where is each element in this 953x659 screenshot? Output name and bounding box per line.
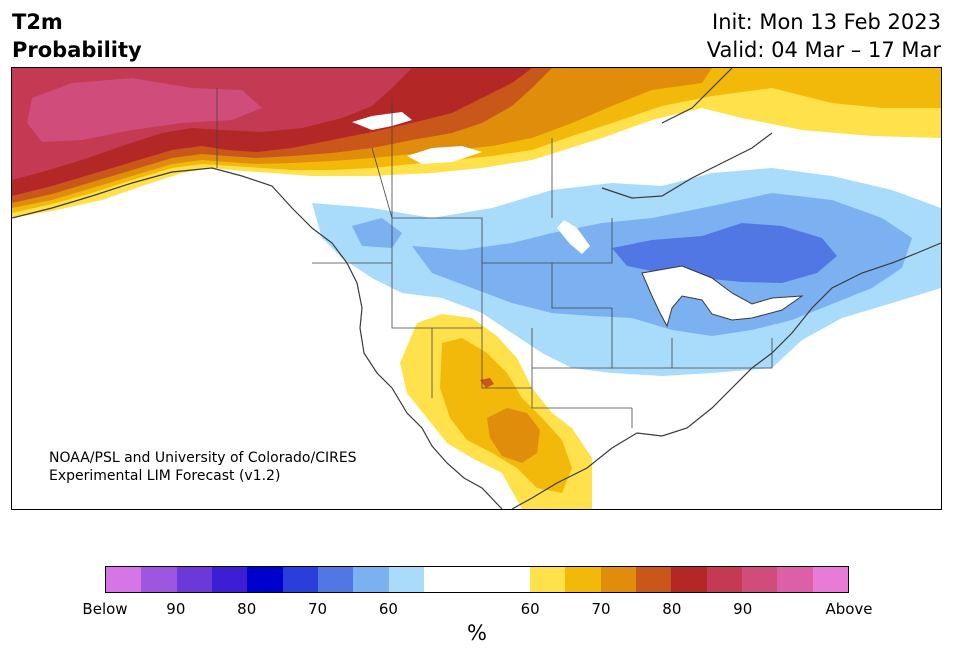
colorbar-below-segment bbox=[353, 567, 389, 592]
great-lakes bbox=[641, 265, 804, 328]
below-65-west bbox=[352, 218, 402, 248]
colorbar-tick-label: 80 bbox=[237, 600, 257, 618]
map-canvas bbox=[12, 68, 941, 509]
forecast-dates: Init: Mon 13 Feb 2023 Valid: 04 Mar – 17… bbox=[707, 8, 941, 64]
credit-text: NOAA/PSL and University of Colorado/CIRE… bbox=[49, 449, 357, 485]
coastlines bbox=[12, 68, 941, 509]
init-date: Init: Mon 13 Feb 2023 bbox=[712, 10, 941, 34]
variable-label: T2m bbox=[12, 10, 63, 34]
credit-line-2: Experimental LIM Forecast (v1.2) bbox=[49, 468, 281, 484]
colorbar-above-segment bbox=[529, 567, 566, 592]
colorbar-unit: % bbox=[467, 621, 487, 645]
above-75-spot bbox=[480, 378, 494, 388]
colorbar-below-segment bbox=[141, 567, 177, 592]
above-90-north bbox=[27, 78, 262, 142]
colorbar-tick-label: 60 bbox=[378, 600, 398, 618]
colorbar-tick-label: 70 bbox=[591, 600, 611, 618]
colorbar-below-segment bbox=[176, 567, 212, 592]
colorbar-above-segment bbox=[812, 567, 848, 592]
colorbar-above-segment bbox=[671, 567, 707, 592]
colorbar-tick-label: 60 bbox=[520, 600, 540, 618]
colorbar-above-segment bbox=[741, 567, 778, 592]
chart-title: T2m Probability bbox=[12, 8, 142, 64]
lake-winnipeg bbox=[557, 220, 590, 254]
colorbar-above-segment bbox=[600, 567, 636, 592]
colorbar-above-segment bbox=[635, 567, 672, 592]
colorbar-tick-label: 80 bbox=[662, 600, 682, 618]
colorbar-tick-label: 70 bbox=[308, 600, 328, 618]
valid-range: Valid: 04 Mar – 17 Mar bbox=[706, 38, 941, 62]
colorbar-below-segment bbox=[106, 567, 142, 592]
colorbar-below-segment bbox=[247, 567, 283, 592]
political-borders bbox=[216, 88, 773, 428]
probability-map bbox=[11, 67, 942, 510]
colorbar-below-segment bbox=[317, 567, 354, 592]
colorbar-neutral-segment bbox=[423, 567, 530, 592]
probability-colorbar bbox=[105, 566, 849, 593]
colorbar-below-segment bbox=[282, 567, 318, 592]
colorbar-below-segment bbox=[211, 567, 248, 592]
colorbar-below-segment bbox=[388, 567, 424, 592]
lake-ice-2 bbox=[407, 146, 482, 164]
colorbar-above-segment bbox=[706, 567, 742, 592]
above-70-southwest bbox=[487, 408, 540, 463]
colorbar-tick-label: 90 bbox=[733, 600, 753, 618]
colorbar-above-segment bbox=[777, 567, 813, 592]
colorbar-above-segment bbox=[565, 567, 601, 592]
measure-label: Probability bbox=[12, 38, 142, 62]
colorbar-tick-label: Below bbox=[82, 600, 128, 618]
credit-line-1: NOAA/PSL and University of Colorado/CIRE… bbox=[49, 450, 357, 466]
hudson-bay-ice bbox=[352, 112, 412, 130]
colorbar-tick-label: 90 bbox=[166, 600, 186, 618]
colorbar-tick-label: Above bbox=[825, 600, 873, 618]
